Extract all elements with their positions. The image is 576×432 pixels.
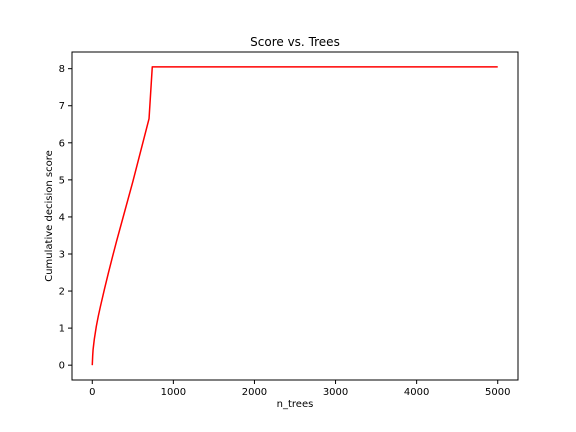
- chart-title: Score vs. Trees: [250, 35, 340, 49]
- y-tick-label: 6: [59, 138, 65, 149]
- series-layer: [91, 66, 498, 366]
- x-tick-label: 3000: [323, 387, 348, 398]
- x-tick-label: 2000: [242, 387, 267, 398]
- y-tick-label: 2: [59, 287, 65, 298]
- y-axis-label: Cumulative decision score: [44, 150, 55, 282]
- y-tick-label: 8: [59, 64, 65, 75]
- y-tick-label: 3: [59, 249, 65, 260]
- x-axis: 0 1000 2000 3000 4000 5000: [89, 380, 510, 398]
- x-tick-label: 4000: [404, 387, 429, 398]
- y-axis: 0 1 2 3 4 5 6 7 8: [59, 64, 72, 372]
- x-tick-label: 5000: [485, 387, 510, 398]
- y-tick-label: 1: [59, 324, 65, 335]
- x-tick-label: 0: [89, 387, 95, 398]
- plot-area: [71, 51, 519, 381]
- y-tick-label: 0: [59, 361, 65, 372]
- y-tick-label: 5: [59, 175, 65, 186]
- x-axis-label: n_trees: [277, 399, 314, 410]
- y-tick-label: 7: [59, 101, 65, 112]
- series-line: [91, 66, 498, 366]
- x-tick-label: 1000: [161, 387, 186, 398]
- y-tick-label: 4: [59, 212, 65, 223]
